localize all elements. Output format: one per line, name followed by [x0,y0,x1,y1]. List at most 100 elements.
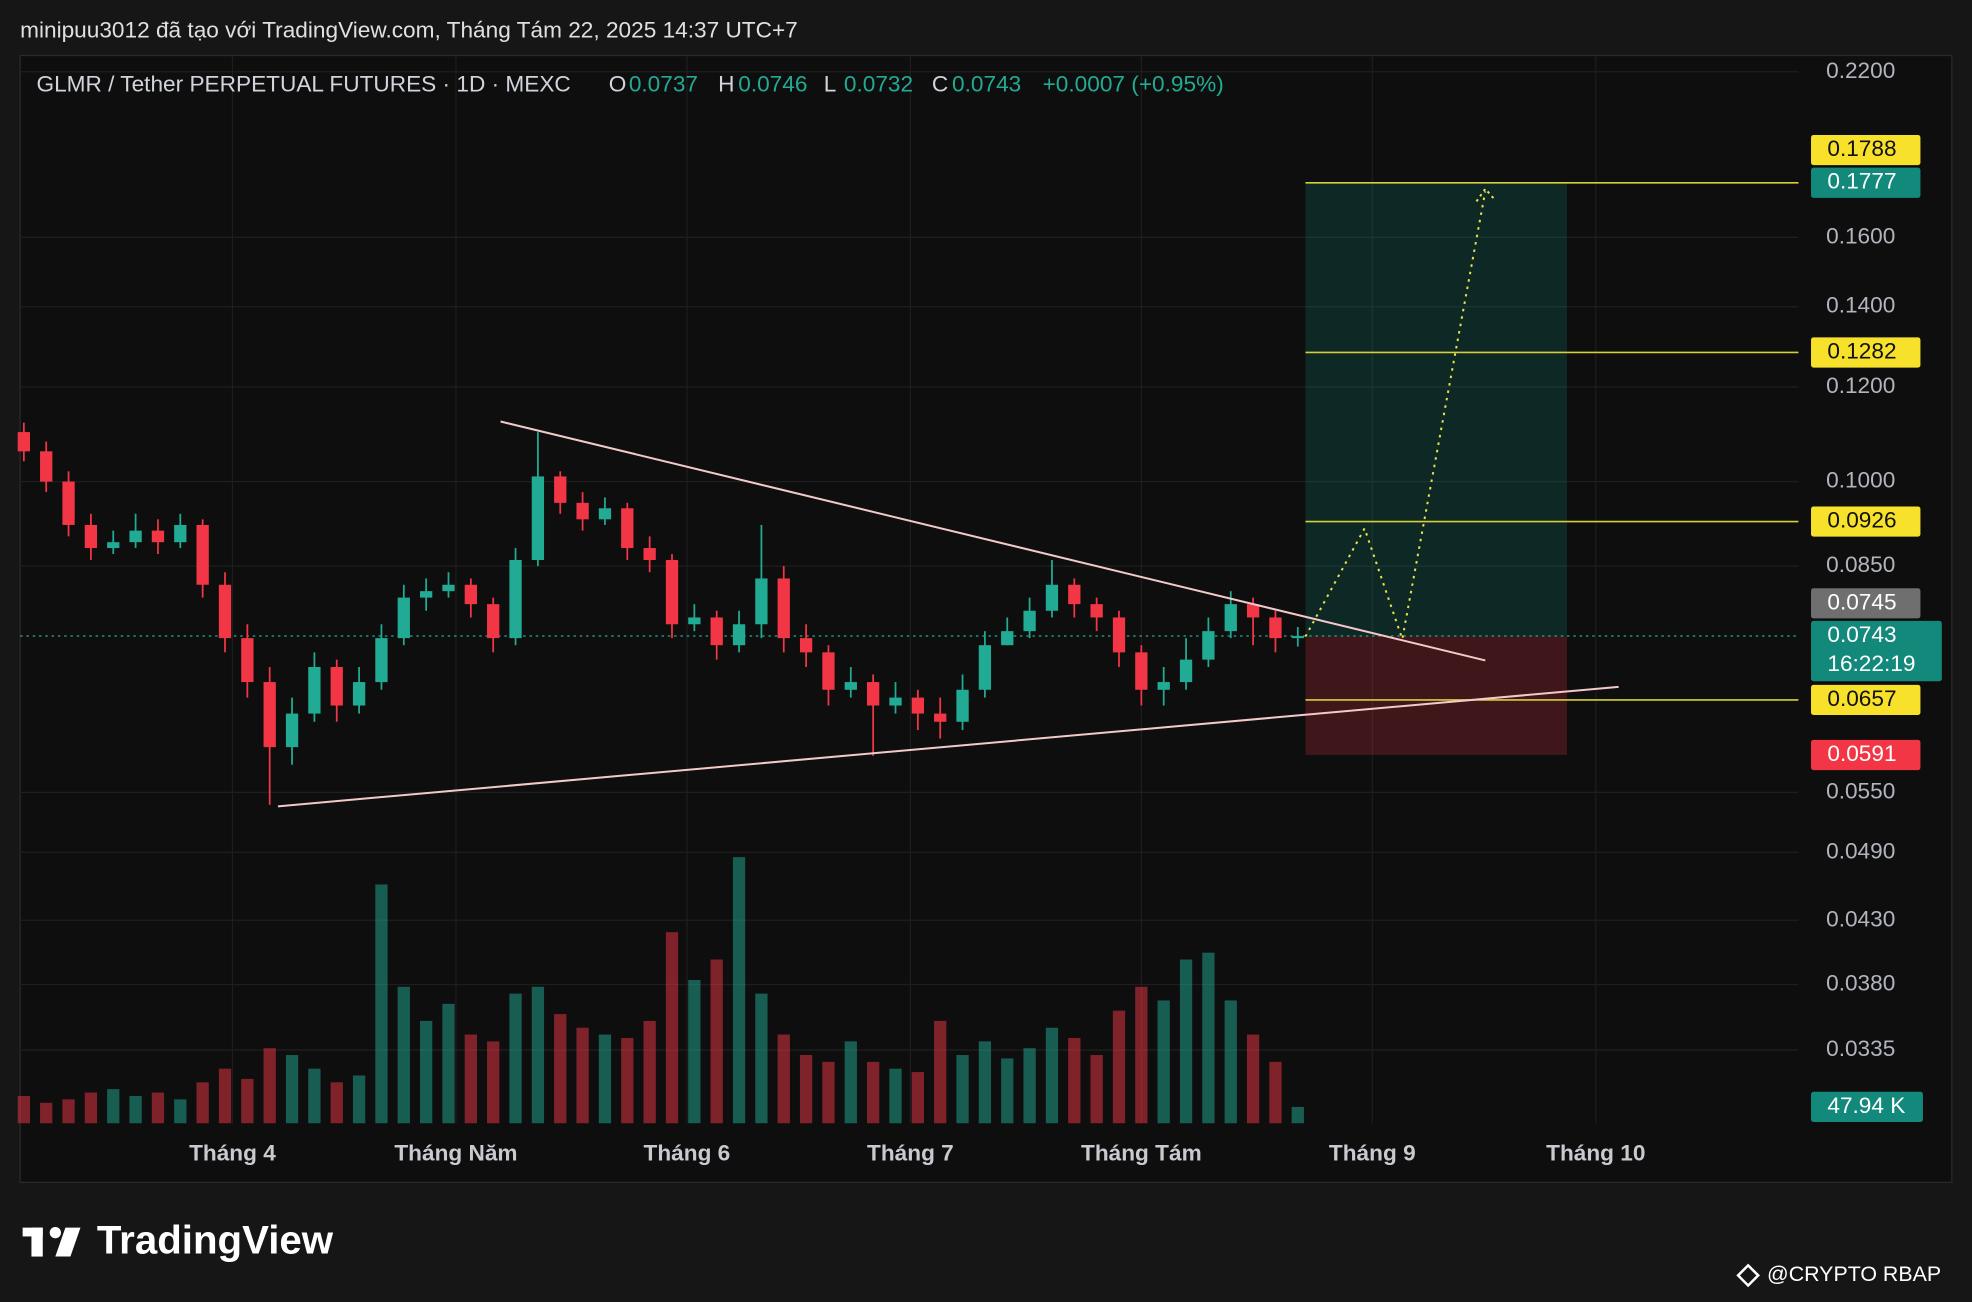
volume-bar [554,1014,567,1124]
candle-body [1202,631,1215,660]
candle-body [710,617,723,646]
volume-bar [978,1041,992,1124]
price-label-box [1811,739,1921,771]
volume-bar [397,986,410,1124]
volume-bar [688,979,701,1124]
volume-bar [129,1095,142,1124]
y-tick-label: 0.1000 [1826,468,1895,493]
price-label-box [1811,167,1921,198]
price-label: 0.1777 [1827,169,1896,194]
volume-bar [285,1055,299,1124]
candle-body [822,652,835,690]
legend-value: 0.0743 [952,72,1021,97]
candle-body [621,508,634,549]
volume-bar [40,1102,53,1124]
x-tick-label: Tháng 10 [1546,1141,1645,1166]
candle-body [420,591,433,598]
price-label: 0.0743 [1827,622,1896,647]
price-label-box [1811,337,1921,368]
y-tick-label: 0.0430 [1826,906,1895,931]
volume-bar [375,884,388,1124]
candle-body [218,584,232,639]
y-tick-label: 0.0490 [1826,838,1895,863]
resistance-trendline [500,420,1486,662]
candle-body [911,697,924,714]
volume-bar [352,1075,366,1124]
volume-bar [956,1055,969,1124]
candle-body [755,578,768,625]
legend-key: H [718,72,734,97]
volume-bar [62,1099,75,1124]
volume-bar [665,932,679,1124]
volume-bar [308,1068,321,1124]
price-label: 0.0926 [1827,508,1896,533]
volume-bar [1291,1106,1304,1124]
candle-body [799,638,813,653]
price-label: 0.0745 [1827,589,1896,614]
legend-value: 0.0746 [738,72,807,97]
candle-body [1112,617,1126,653]
volume-bar [598,1034,612,1124]
x-tick-label: Tháng 7 [867,1141,954,1166]
volume-bar [464,1034,477,1124]
price-label: 0.0657 [1827,686,1896,711]
candle-body [643,548,656,561]
candle-body [263,682,276,748]
candle-body [1246,604,1260,618]
candle-body [107,542,120,549]
volume-bar [934,1020,947,1124]
candle-body [688,617,701,625]
candle-body [442,584,455,592]
volume-bar [487,1041,500,1124]
candle-body [531,476,545,561]
volume-bar [330,1082,343,1124]
countdown: 16:22:19 [1827,651,1915,676]
candle-body [1023,610,1036,632]
target-zone [1305,182,1568,637]
volume-bar [1090,1055,1103,1124]
support-trendline [277,685,1619,808]
x-tick-label: Tháng Năm [394,1141,517,1166]
price-label: 0.1282 [1827,338,1896,363]
candle-body [1179,659,1193,683]
candle-body [1269,617,1282,639]
volume-bar [867,1061,880,1124]
candle-body [487,604,500,639]
volume-layer [17,857,1304,1124]
credit-icon [1736,1263,1760,1288]
candle-body [978,645,992,690]
volume-bar [1179,959,1193,1124]
candle-body [241,638,254,683]
legend-key: O [609,72,627,97]
y-tick-label: 0.2200 [1826,58,1895,83]
candle-body [934,713,947,722]
candle-body [84,524,98,549]
candle-body [554,476,567,503]
volume-label: 47.94 K [1827,1093,1905,1118]
volume-bar [1112,1010,1126,1124]
price-label-box [1811,134,1921,166]
x-tick-label: Tháng 9 [1329,1141,1416,1166]
y-tick-label: 0.1600 [1826,223,1895,248]
legend-value: 0.0732 [844,72,913,97]
price-label: 0.1788 [1827,136,1896,161]
candle-body [1224,604,1237,632]
candle-body [330,667,343,706]
candle-body [1157,682,1170,690]
candle-body [196,524,209,585]
candle-body [1090,604,1103,618]
volume-bar [1001,1058,1014,1124]
candle-body [844,682,857,690]
x-tick-label: Tháng 6 [644,1141,731,1166]
candle-body [732,624,746,646]
volume-bar [777,1034,790,1124]
candle-body [665,560,679,625]
candle-body [352,682,366,706]
candle-body [956,689,969,722]
volume-label-box [1811,1091,1923,1122]
candle-layer [17,422,1304,805]
volume-bar [84,1092,98,1124]
y-tick-label: 0.0380 [1826,971,1895,996]
volume-bar [196,1082,209,1124]
